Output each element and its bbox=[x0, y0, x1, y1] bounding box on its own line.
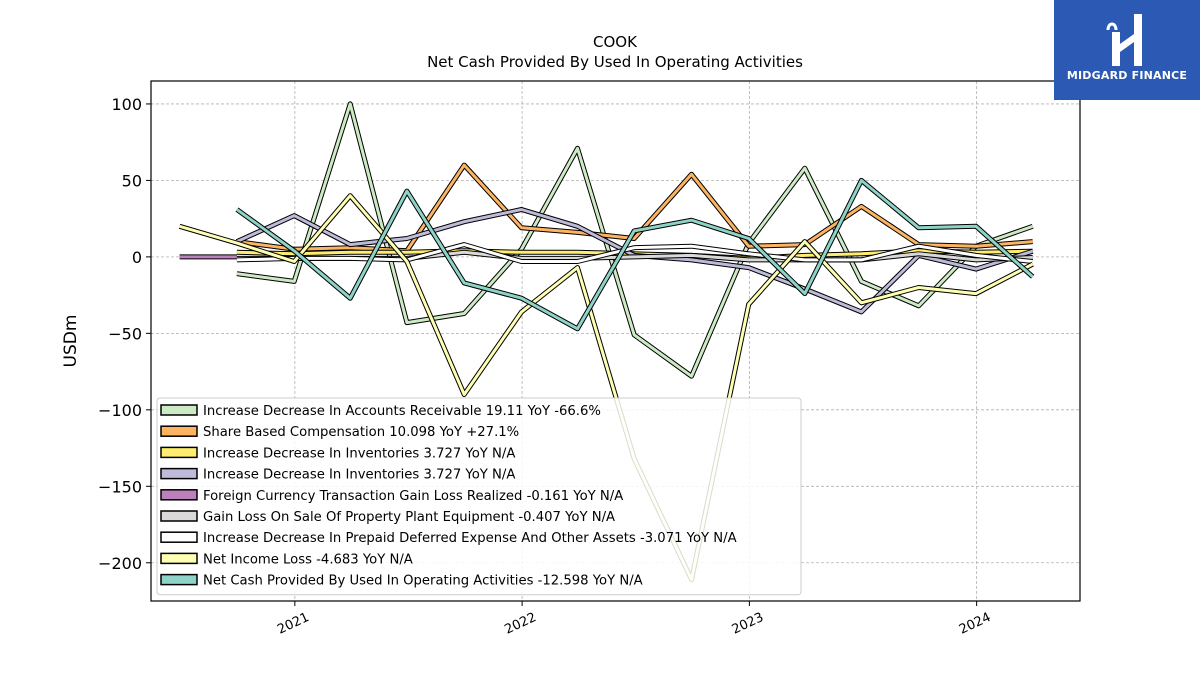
brand-name: MIDGARD FINANCE bbox=[1066, 69, 1188, 82]
legend-swatch bbox=[160, 467, 198, 480]
x-tick-label: 2022 bbox=[502, 610, 538, 638]
legend-label: Share Based Compensation 10.098 YoY +27.… bbox=[203, 425, 519, 440]
legend-label: Increase Decrease In Prepaid Deferred Ex… bbox=[203, 531, 737, 546]
y-tick-label: −100 bbox=[98, 401, 142, 420]
brand-logo: MIDGARD FINANCE bbox=[1054, 0, 1200, 100]
series-line-8 bbox=[179, 194, 1034, 582]
legend-swatch bbox=[160, 404, 198, 416]
chart-subtitle: Net Cash Provided By Used In Operating A… bbox=[427, 53, 803, 71]
legend-swatch bbox=[160, 425, 198, 437]
y-tick-label: 50 bbox=[122, 171, 142, 190]
legend-box bbox=[156, 397, 802, 596]
legend-swatch bbox=[160, 531, 198, 543]
legend-label: Increase Decrease In Inventories 3.727 Y… bbox=[203, 446, 515, 461]
legend-swatch bbox=[160, 489, 198, 501]
legend-label: Foreign Currency Transaction Gain Loss R… bbox=[203, 489, 623, 504]
y-tick-label: −50 bbox=[108, 324, 142, 343]
legend-swatch bbox=[160, 552, 198, 565]
series-line-2 bbox=[236, 163, 1033, 253]
logo-mark-icon bbox=[1106, 14, 1142, 66]
legend-label: Gain Loss On Sale Of Property Plant Equi… bbox=[203, 510, 615, 525]
x-tick-label: 2021 bbox=[275, 610, 311, 638]
legend-label: Increase Decrease In Inventories 3.727 Y… bbox=[203, 468, 515, 483]
legend-label: Increase Decrease In Accounts Receivable… bbox=[203, 404, 601, 419]
legend: Increase Decrease In Accounts Receivable… bbox=[156, 397, 802, 596]
legend-label: Net Cash Provided By Used In Operating A… bbox=[203, 574, 643, 589]
x-tick-label: 2024 bbox=[957, 610, 993, 638]
legend-swatch bbox=[160, 510, 198, 522]
plot-frame bbox=[150, 80, 1081, 602]
legend-swatch bbox=[160, 446, 198, 459]
legend-swatch bbox=[160, 573, 198, 586]
y-tick-label: 0 bbox=[132, 248, 142, 267]
y-axis-label: USDm bbox=[61, 315, 81, 368]
y-tick-label: −200 bbox=[98, 554, 142, 573]
legend-label: Net Income Loss -4.683 YoY N/A bbox=[203, 552, 413, 567]
series-line-9 bbox=[236, 178, 1034, 331]
chart-title: COOK bbox=[593, 33, 638, 51]
x-tick-label: 2023 bbox=[730, 610, 766, 638]
y-tick-label: 100 bbox=[111, 95, 142, 114]
series-line-1 bbox=[236, 102, 1034, 378]
y-tick-label: −150 bbox=[98, 477, 142, 496]
